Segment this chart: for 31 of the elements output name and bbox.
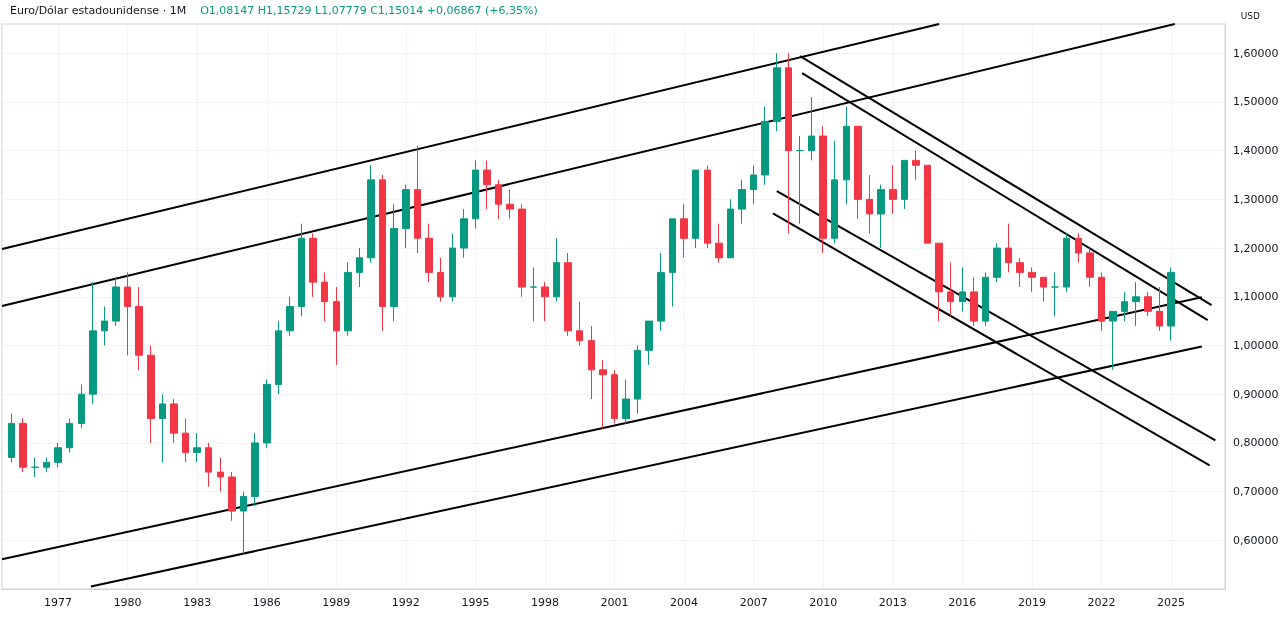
y-tick-label: 1,10000 [1233, 290, 1279, 304]
y-tick-label: 1,30000 [1233, 192, 1279, 206]
chart-title: Euro/Dólar estadounidense · 1M [10, 4, 187, 17]
x-tick-label: 1980 [113, 596, 142, 609]
x-tick-label: 2016 [948, 596, 977, 609]
y-tick-label: 1,50000 [1233, 95, 1279, 109]
y-tick-label: 1,20000 [1233, 241, 1279, 255]
text: O1,08147 H1,15729 L1,07779 C1,15014 +0,06867 (+6,35%) [200, 4, 538, 17]
x-tick-label: 1977 [44, 596, 73, 609]
y-tick-label: 0,80000 [1233, 436, 1279, 450]
x-tick-label: 2007 [739, 596, 768, 609]
y-tick-label: 0,90000 [1233, 387, 1279, 401]
x-tick-label: 2025 [1157, 596, 1186, 609]
y-axis-title: USD [1240, 10, 1261, 21]
y-tick-label: 1,40000 [1233, 144, 1279, 158]
x-tick-label: 2022 [1087, 596, 1116, 609]
x-tick-label: 2019 [1017, 596, 1046, 609]
y-tick-label: 1,60000 [1233, 46, 1279, 60]
x-tick-label: 1995 [461, 596, 490, 609]
y-tick-label: 1,00000 [1233, 338, 1279, 352]
x-tick-label: 1986 [252, 596, 281, 609]
x-tick-label: 2010 [809, 596, 838, 609]
x-tick-label: 2001 [600, 596, 629, 609]
x-tick-label: 1983 [183, 596, 212, 609]
y-tick-label: 0,70000 [1233, 485, 1279, 499]
x-tick-label: 1998 [531, 596, 560, 609]
x-tick-label: 1989 [322, 596, 351, 609]
x-tick-label: 1992 [391, 596, 420, 609]
y-tick-label: 0,60000 [1233, 533, 1279, 547]
x-tick-label: 2013 [878, 596, 907, 609]
x-tick-label: 2004 [670, 596, 699, 609]
